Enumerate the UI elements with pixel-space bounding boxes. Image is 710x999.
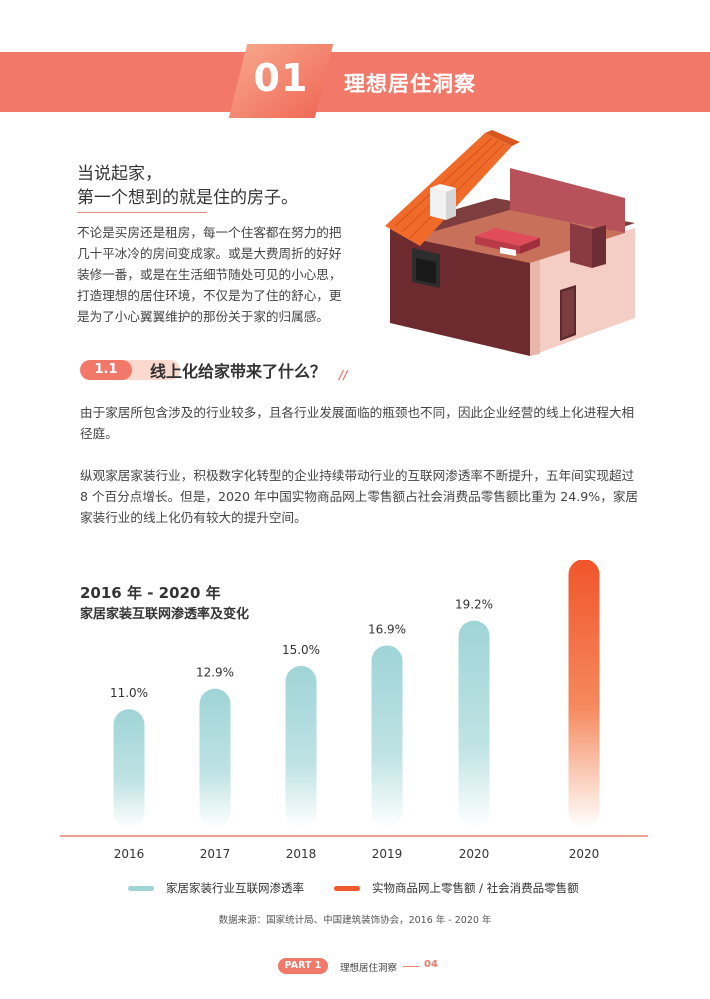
chapter-number: 01 <box>253 56 309 100</box>
paragraph-line: 是为了小心翼翼维护的那份关于家的归属感。 <box>77 309 329 324</box>
chart-data-label-4: 19.2% <box>455 598 493 612</box>
paragraph-line: 不论是买房还是租房，每一个住客都在努力的把 <box>77 225 342 240</box>
chart-data-label-3: 16.9% <box>368 622 406 636</box>
intro-lead-line: 当说起家， <box>77 164 162 184</box>
paragraph-line: 打造理想的居住环境，不仅是为了住的舒心，更 <box>77 288 342 303</box>
chart-bar-0 <box>113 709 145 828</box>
chart-bar-4 <box>458 620 490 828</box>
chart-tick-label-0: 2016 <box>114 847 145 861</box>
header-banner <box>0 52 710 112</box>
section-paragraph-2: 纵观家居家装行业，积极数字化转型的企业持续带动行业的互联网渗透率不断提升，五年间… <box>80 465 640 528</box>
chart-bar-1 <box>199 688 231 828</box>
chapter-title: 理想居住洞察 <box>344 72 476 96</box>
paragraph-line: 径庭。 <box>80 426 118 441</box>
chart-data-label-2: 15.0% <box>282 643 320 657</box>
chart-tick-label-5: 2020 <box>569 847 600 861</box>
chart-subtitle: 家居家装互联网渗透率及变化 <box>80 607 250 622</box>
chart-bar-2 <box>285 666 317 828</box>
paragraph-line: 由于家居所包含涉及的行业较多，且各行业发展面临的瓶颈也不同，因此企业经营的线上化… <box>80 405 635 420</box>
chart-data-label-0: 11.0% <box>110 686 148 700</box>
section-paragraph-1: 由于家居所包含涉及的行业较多，且各行业发展面临的瓶颈也不同，因此企业经营的线上化… <box>80 402 640 444</box>
paragraph-line: 装修一番，或是在生活细节随处可见的小心思， <box>77 267 342 282</box>
paragraph-line: 几十平冰冷的房间变成家。或是大费周折的好好 <box>77 246 342 261</box>
section-slash-icon: // <box>339 368 348 382</box>
legend-item-teal: 家居家装行业互联网渗透率 <box>128 880 304 896</box>
intro-lead: 当说起家， 第一个想到的就是住的房子。 <box>77 162 298 210</box>
legend-swatch-teal <box>128 886 154 891</box>
bar-chart: 11.0%12.9%15.0%16.9%19.2%24.9% 201620172… <box>60 560 648 861</box>
intro-paragraph: 不论是买房还是租房，每一个住客都在努力的把 几十平冰冷的房间变成家。或是大费周折… <box>77 222 377 327</box>
chart-tick-label-3: 2019 <box>372 847 403 861</box>
chart-data-label-1: 12.9% <box>196 666 234 680</box>
chart-bar-5 <box>568 560 600 828</box>
section-number: 1.1 <box>80 360 132 380</box>
paragraph-line: 8 个百分点增长。但是，2020 年中国实物商品网上零售额占社会消费品零售额比重… <box>80 489 639 504</box>
legend-item-orange: 实物商品网上零售额 / 社会消费品零售额 <box>334 880 579 896</box>
footer-label: 理想居住洞察 <box>340 963 398 974</box>
chart-title: 2016 年 - 2020 年 <box>80 584 221 602</box>
intro-lead-line: 第一个想到的就是住的房子。 <box>77 188 298 208</box>
footer-dash <box>403 966 419 967</box>
chart-tick-label-2: 2018 <box>286 847 317 861</box>
legend-label: 家居家装行业互联网渗透率 <box>166 881 304 895</box>
intro-divider <box>77 212 207 213</box>
house-illustration <box>385 130 635 356</box>
legend-label: 实物商品网上零售额 / 社会消费品零售额 <box>372 881 579 895</box>
paragraph-line: 家装行业的线上化仍有较大的提升空间。 <box>80 510 307 525</box>
legend-swatch-orange <box>334 886 360 891</box>
data-source: 数据来源：国家统计局、中国建筑装饰协会，2016 年 - 2020 年 <box>218 915 492 926</box>
section-title: 线上化给家带来了什么？ <box>150 362 327 381</box>
chart-tick-label-4: 2020 <box>459 847 490 861</box>
chart-tick-label-1: 2017 <box>200 847 231 861</box>
chart-bar-3 <box>371 645 403 828</box>
footer-part: PART 1 <box>278 958 328 974</box>
page-number: 04 <box>424 959 438 970</box>
paragraph-line: 纵观家居家装行业，积极数字化转型的企业持续带动行业的互联网渗透率不断提升，五年间… <box>80 468 635 483</box>
